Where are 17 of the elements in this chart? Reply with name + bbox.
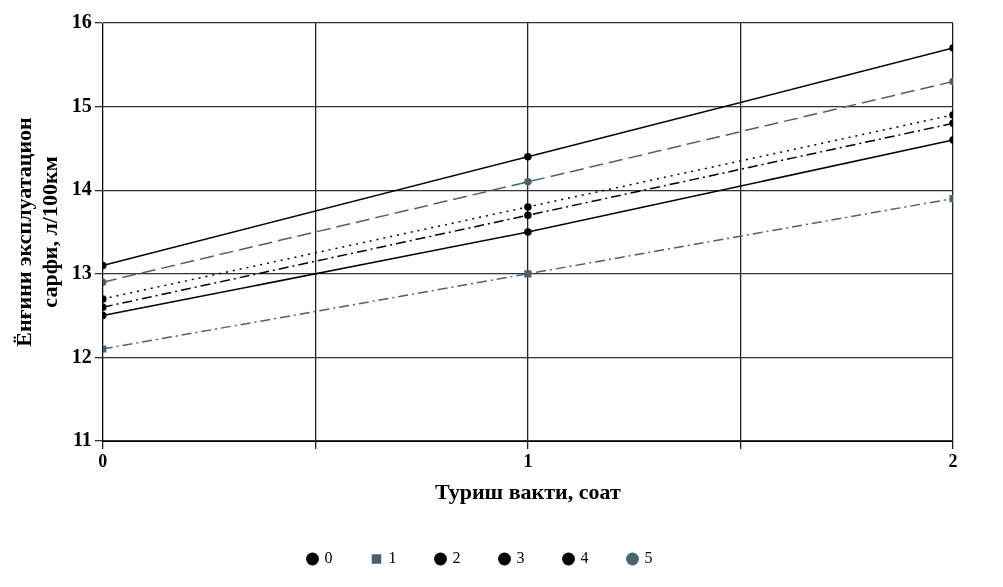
x-tick-label: 2 <box>948 451 958 472</box>
legend-label: 3 <box>516 549 525 567</box>
legend-label: 0 <box>324 549 333 567</box>
y-tick-label: 13 <box>71 260 92 283</box>
y-tick-label: 11 <box>72 428 92 451</box>
y-tick-label: 16 <box>71 10 92 33</box>
legend-label: 4 <box>580 549 589 567</box>
x-axis-title: Туриш вакти, соат <box>435 479 621 505</box>
legend-label: 1 <box>388 549 397 567</box>
y-tick-label: 12 <box>71 344 92 367</box>
x-tick-label: 0 <box>98 451 108 472</box>
y-tick-label: 14 <box>71 177 92 200</box>
x-tick-label: 1 <box>523 451 533 472</box>
legend-label: 2 <box>452 549 461 567</box>
legend-label: 5 <box>644 549 653 567</box>
y-axis-title: Ёнғини эксплуатацион сарфи, л/100км <box>10 116 63 347</box>
y-tick-label: 15 <box>71 93 92 116</box>
